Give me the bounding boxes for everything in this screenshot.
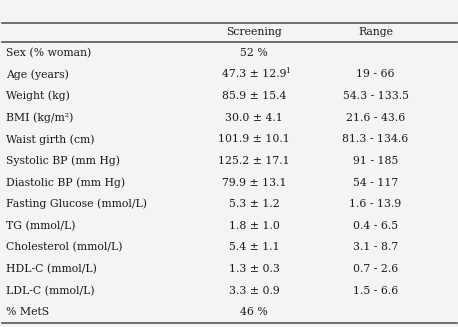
Text: Range: Range [358, 27, 393, 37]
Text: Waist girth (cm): Waist girth (cm) [6, 134, 94, 145]
Text: 1.3 ± 0.3: 1.3 ± 0.3 [229, 264, 280, 274]
Text: 52 %: 52 % [240, 48, 268, 58]
Text: BMI (kg/m²): BMI (kg/m²) [6, 112, 73, 123]
Text: 3.1 - 8.7: 3.1 - 8.7 [353, 242, 398, 252]
Text: HDL-C (mmol/L): HDL-C (mmol/L) [6, 264, 97, 274]
Text: TG (mmol/L): TG (mmol/L) [6, 221, 76, 231]
Text: 0.4 - 6.5: 0.4 - 6.5 [353, 221, 398, 231]
Text: Sex (% woman): Sex (% woman) [6, 48, 91, 58]
Text: 101.9 ± 10.1: 101.9 ± 10.1 [218, 134, 290, 144]
Text: 0.7 - 2.6: 0.7 - 2.6 [353, 264, 398, 274]
Text: Fasting Glucose (mmol/L): Fasting Glucose (mmol/L) [6, 199, 147, 209]
Text: 30.0 ± 4.1: 30.0 ± 4.1 [225, 112, 283, 123]
Text: 5.4 ± 1.1: 5.4 ± 1.1 [229, 242, 279, 252]
Text: Cholesterol (mmol/L): Cholesterol (mmol/L) [6, 242, 122, 252]
Text: 1.5 - 6.6: 1.5 - 6.6 [353, 286, 398, 296]
Text: 46 %: 46 % [240, 307, 268, 317]
Text: % MetS: % MetS [6, 307, 49, 317]
Text: 1: 1 [285, 67, 290, 75]
Text: Diastolic BP (mm Hg): Diastolic BP (mm Hg) [6, 177, 125, 188]
Text: 1.8 ± 1.0: 1.8 ± 1.0 [229, 221, 280, 231]
Text: 3.3 ± 0.9: 3.3 ± 0.9 [229, 286, 279, 296]
Text: Weight (kg): Weight (kg) [6, 91, 70, 101]
Text: 81.3 - 134.6: 81.3 - 134.6 [343, 134, 409, 144]
Text: 5.3 ± 1.2: 5.3 ± 1.2 [229, 199, 279, 209]
Text: 79.9 ± 13.1: 79.9 ± 13.1 [222, 178, 286, 187]
Text: 1.6 - 13.9: 1.6 - 13.9 [349, 199, 402, 209]
Text: 47.3 ± 12.9: 47.3 ± 12.9 [222, 69, 286, 79]
Text: LDL-C (mmol/L): LDL-C (mmol/L) [6, 285, 95, 296]
Text: 85.9 ± 15.4: 85.9 ± 15.4 [222, 91, 286, 101]
Text: 125.2 ± 17.1: 125.2 ± 17.1 [218, 156, 290, 166]
Text: 91 - 185: 91 - 185 [353, 156, 398, 166]
Text: 54 - 117: 54 - 117 [353, 178, 398, 187]
Text: Age (years): Age (years) [6, 69, 69, 80]
Text: 54.3 - 133.5: 54.3 - 133.5 [343, 91, 409, 101]
Text: Systolic BP (mm Hg): Systolic BP (mm Hg) [6, 156, 120, 166]
Text: Screening: Screening [226, 27, 282, 37]
Text: 19 - 66: 19 - 66 [356, 69, 395, 79]
Text: 21.6 - 43.6: 21.6 - 43.6 [346, 112, 405, 123]
